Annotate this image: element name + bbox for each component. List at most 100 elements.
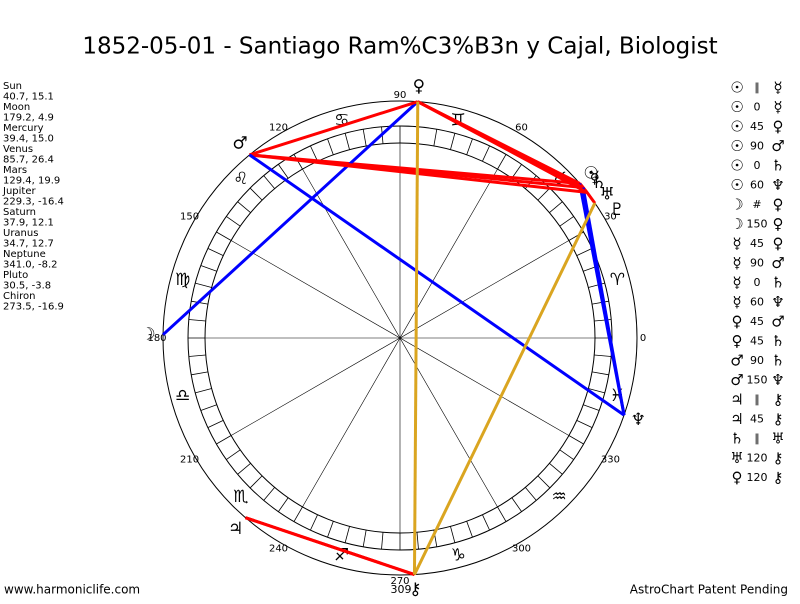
planet-name: Chiron <box>3 291 35 302</box>
ring-tick <box>344 133 350 150</box>
aspect-p1: ☉ <box>730 98 743 116</box>
aspect-p1: ♃ <box>730 391 743 409</box>
aspect-p1: ♅ <box>730 449 743 467</box>
aspect-p1: ☉ <box>730 118 743 136</box>
planet-coords: 37.9, 12.1 <box>3 218 54 229</box>
ring-tick <box>327 521 334 538</box>
aspect-type: ∥ <box>754 432 760 445</box>
ring-tick <box>559 216 574 227</box>
aspect-type: 45 <box>750 413 764 426</box>
aspect-p2: ⚷ <box>773 391 784 409</box>
aspect-p2: ☿ <box>773 98 782 116</box>
planet-coords: 34.7, 12.7 <box>3 239 54 250</box>
ring-tick <box>188 354 206 357</box>
planet-glyph: ☽ <box>140 324 155 344</box>
aspect-type: 0 <box>754 101 761 114</box>
aspect-p1: ☿ <box>732 293 741 311</box>
house-line <box>230 240 570 436</box>
degree-label: 240 <box>269 543 288 554</box>
ring-tick <box>249 475 263 489</box>
outer-circle <box>162 100 638 576</box>
ring-tick <box>310 145 318 162</box>
aspect-type: # <box>752 198 761 211</box>
aspect-line <box>162 100 419 336</box>
degree-label: 90 <box>394 90 407 101</box>
aspect-p2: ♅ <box>771 430 784 448</box>
ring-tick <box>511 164 522 179</box>
aspect-p2: ♀ <box>773 215 784 233</box>
degree-label: 180 <box>147 333 166 344</box>
ring-tick <box>594 319 612 322</box>
ring-tick <box>195 282 212 288</box>
ring-tick <box>576 420 593 428</box>
planet-glyph: ♀ <box>413 77 425 97</box>
ring-tick <box>497 154 507 170</box>
sign-glyph: ♈ <box>610 270 625 290</box>
aspect-type: 60 <box>750 296 764 309</box>
aspect-p2: ♆ <box>771 371 784 389</box>
ring-tick <box>591 300 609 305</box>
ring-tick <box>591 371 609 376</box>
ring-tick <box>237 463 251 475</box>
aspect-p2: ♄ <box>771 274 784 292</box>
aspect-type: 90 <box>750 354 764 367</box>
planet-name: Jupiter <box>2 186 36 197</box>
ring-tick <box>588 282 605 288</box>
aspect-p1: ♀ <box>732 469 743 487</box>
ring-tick <box>466 521 473 538</box>
ring-tick <box>433 129 438 147</box>
planet-coords: 229.3, -16.4 <box>3 197 64 208</box>
ring-tick <box>310 514 318 531</box>
aspect-p1: ☽ <box>730 196 743 214</box>
aspect-type: 60 <box>750 179 764 192</box>
aspect-line <box>244 516 415 576</box>
aspect-type: ∥ <box>754 81 760 94</box>
degree-label: 300 <box>512 543 531 554</box>
ring-tick <box>263 487 275 501</box>
aspect-p1: ☽ <box>730 215 743 233</box>
ring-tick <box>207 420 224 428</box>
planet-glyph: ♅ <box>600 185 615 205</box>
ring-tick <box>188 319 206 322</box>
ring-tick <box>594 354 612 357</box>
ring-tick <box>450 133 456 150</box>
aspect-type: 150 <box>747 218 768 231</box>
sign-glyph: ♎ <box>175 386 190 406</box>
degree-label: 120 <box>269 123 288 134</box>
aspect-type: 45 <box>750 120 764 133</box>
planet-name: Mercury <box>3 123 44 134</box>
planet-name: Uranus <box>3 228 38 239</box>
aspect-type: 45 <box>750 335 764 348</box>
ring-tick <box>549 463 563 475</box>
ring-tick <box>549 201 563 213</box>
ring-tick <box>537 187 551 201</box>
aspect-type: 150 <box>747 374 768 387</box>
ring-tick <box>576 248 593 256</box>
degree-label: 330 <box>601 455 620 466</box>
aspect-p1: ♄ <box>730 430 743 448</box>
planet-coords: 30.5, -3.8 <box>3 281 51 292</box>
aspect-p2: ♂ <box>771 313 784 331</box>
ring-tick <box>588 388 605 394</box>
aspect-type: 0 <box>754 276 761 289</box>
ring-tick <box>207 248 224 256</box>
planet-coords: 85.7, 26.4 <box>3 155 54 166</box>
planet-coords: 341.0, -8.2 <box>3 260 58 271</box>
aspect-p1: ♂ <box>730 352 743 370</box>
ring-tick <box>583 404 600 411</box>
footer-right: AstroChart Patent Pending <box>630 583 788 597</box>
planet-name: Sun <box>3 81 22 92</box>
aspect-p2: ♄ <box>771 157 784 175</box>
footer-left: www.harmoniclife.com <box>4 583 140 597</box>
ring-tick <box>416 532 419 550</box>
sign-glyph: ♏ <box>233 487 248 507</box>
planet-name: Saturn <box>3 207 36 218</box>
planet-glyph: ☉ <box>583 164 598 184</box>
aspect-type: 120 <box>747 471 768 484</box>
ring-tick <box>278 164 289 179</box>
aspect-p1: ♀ <box>732 313 743 331</box>
planet-name: Neptune <box>3 249 46 260</box>
planet-coords: 129.4, 19.9 <box>3 176 60 187</box>
